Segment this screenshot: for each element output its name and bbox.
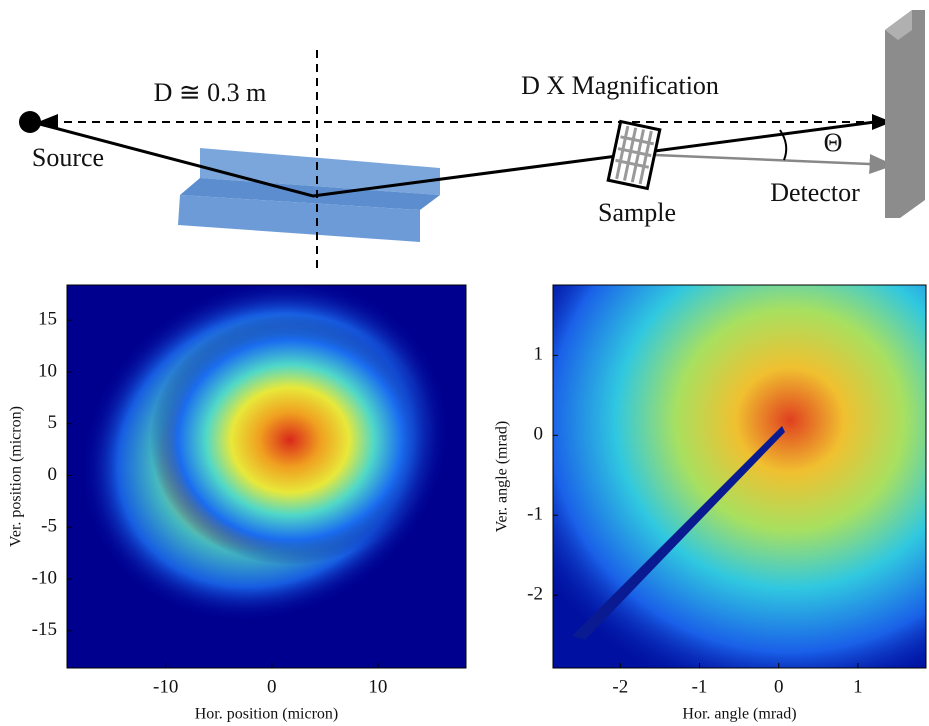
heatmap-image	[553, 285, 926, 668]
y-tick-label: 10	[38, 360, 57, 381]
sample-label: Sample	[598, 198, 676, 227]
direct-beam	[654, 153, 895, 175]
diagram: D ≅ 0.3 m D X Magnification Source Sampl…	[19, 10, 925, 268]
y-tick-label: 0	[48, 464, 58, 485]
detector-edge	[885, 10, 912, 40]
x-tick-label: 0	[267, 676, 277, 697]
x-axis-label: Hor. angle (mrad)	[682, 706, 796, 723]
source-point	[19, 111, 41, 133]
sample-box	[606, 119, 662, 191]
detector-plate	[885, 10, 925, 218]
x-tick-label: 0	[774, 676, 784, 697]
y-tick-label: -1	[527, 504, 543, 525]
y-tick-label: -10	[32, 567, 57, 588]
mirror-bottom	[178, 195, 420, 242]
y-axis-label: Ver. position (micron)	[8, 406, 25, 547]
plot-frame	[552, 284, 927, 669]
x-tick-label: 10	[368, 676, 387, 697]
distance-label: D ≅ 0.3 m	[154, 78, 267, 107]
y-tick-label: 0	[534, 424, 544, 445]
plot-frame	[66, 284, 467, 669]
magnification-label: D X Magnification	[521, 71, 719, 100]
y-axis-label: Ver. angle (mrad)	[494, 421, 511, 533]
x-tick-label: 1	[853, 676, 863, 697]
y-tick-label: 15	[38, 309, 57, 330]
angle-arc	[779, 129, 788, 161]
beam	[31, 118, 891, 198]
detector-label: Detector	[770, 178, 860, 207]
y-tick-label: -5	[41, 516, 57, 537]
x-axis-label: Hor. position (micron)	[195, 706, 339, 723]
y-tick-label: 1	[534, 344, 544, 365]
x-tick-label: -10	[153, 676, 178, 697]
source-label: Source	[32, 143, 104, 172]
mirror-top	[200, 148, 440, 195]
y-tick-label: -2	[527, 584, 543, 605]
x-tick-label: -2	[612, 676, 628, 697]
heatmap-image	[67, 285, 466, 668]
y-tick-label: -15	[32, 619, 57, 640]
angle-label: Θ	[824, 128, 843, 157]
y-tick-label: 5	[48, 412, 58, 433]
x-tick-label: -1	[692, 676, 708, 697]
